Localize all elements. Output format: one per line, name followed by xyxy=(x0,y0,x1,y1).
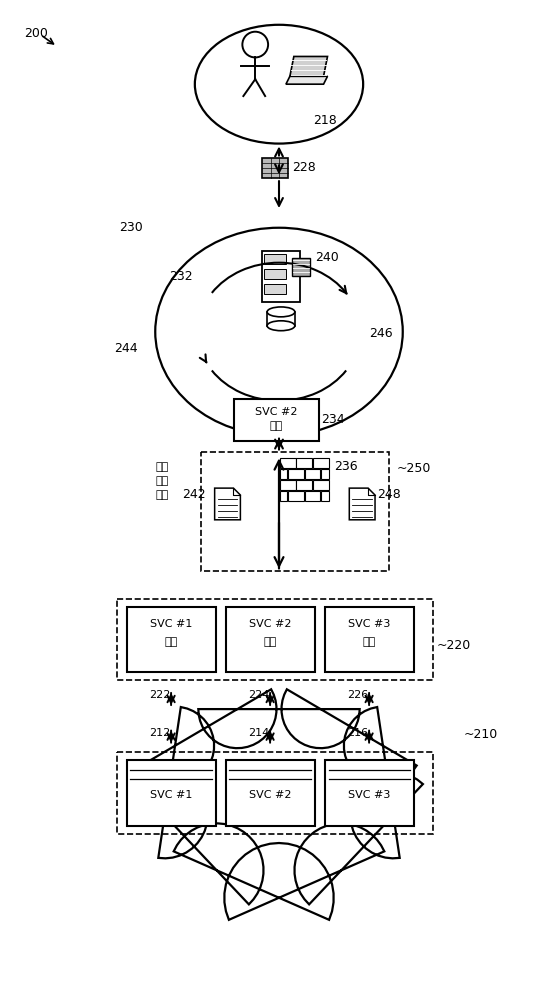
Bar xyxy=(117,752,434,834)
Text: 248: 248 xyxy=(377,488,401,501)
Bar xyxy=(117,599,434,680)
Text: 226: 226 xyxy=(347,690,369,700)
Text: SVC #2: SVC #2 xyxy=(249,619,291,629)
Bar xyxy=(264,284,286,294)
Bar xyxy=(325,760,413,826)
Text: 230: 230 xyxy=(119,221,143,234)
Text: 中继: 中继 xyxy=(270,421,283,431)
Bar xyxy=(313,458,329,468)
Text: 216: 216 xyxy=(347,728,368,738)
Bar xyxy=(296,458,312,468)
Bar xyxy=(321,491,329,501)
Bar xyxy=(288,469,304,479)
Bar xyxy=(280,491,287,501)
Text: 228: 228 xyxy=(292,161,316,174)
Text: ~220: ~220 xyxy=(436,639,470,652)
Polygon shape xyxy=(290,56,328,76)
Text: 中继: 中继 xyxy=(263,637,277,647)
Text: SVC #3: SVC #3 xyxy=(348,619,390,629)
Text: SVC #2: SVC #2 xyxy=(255,407,298,417)
Polygon shape xyxy=(135,689,423,920)
Text: 中继: 中继 xyxy=(363,637,376,647)
Bar xyxy=(201,452,389,571)
Text: 中继: 中继 xyxy=(165,637,177,647)
Bar xyxy=(262,158,288,178)
Text: ~210: ~210 xyxy=(463,728,497,741)
Ellipse shape xyxy=(267,307,295,317)
Text: 240: 240 xyxy=(315,251,338,264)
Bar xyxy=(127,760,215,826)
Text: 212: 212 xyxy=(150,728,171,738)
Bar xyxy=(292,258,310,276)
Text: SVC #3: SVC #3 xyxy=(348,790,390,800)
Bar xyxy=(325,607,413,672)
Text: SVC #2: SVC #2 xyxy=(249,790,291,800)
Polygon shape xyxy=(286,76,328,84)
Bar xyxy=(305,469,320,479)
Polygon shape xyxy=(215,488,240,520)
Text: 224: 224 xyxy=(248,690,270,700)
Bar xyxy=(305,491,320,501)
Text: 218: 218 xyxy=(312,114,336,127)
Text: SVC #1: SVC #1 xyxy=(150,619,193,629)
Text: 222: 222 xyxy=(150,690,171,700)
Bar xyxy=(262,251,300,302)
Bar xyxy=(264,269,286,279)
Text: 236: 236 xyxy=(334,460,358,473)
Text: 246: 246 xyxy=(369,327,393,340)
Bar xyxy=(321,469,329,479)
Text: SVC #1: SVC #1 xyxy=(150,790,193,800)
Bar xyxy=(296,480,312,490)
Bar xyxy=(313,480,329,490)
Bar xyxy=(280,469,287,479)
Bar xyxy=(280,480,296,490)
Bar xyxy=(288,491,304,501)
Text: 214: 214 xyxy=(248,728,270,738)
Bar xyxy=(280,458,296,468)
Bar xyxy=(225,607,315,672)
Bar xyxy=(127,607,215,672)
Bar xyxy=(234,399,319,441)
Text: 网络
控制
单元: 网络 控制 单元 xyxy=(156,462,169,500)
Bar xyxy=(264,254,286,264)
Polygon shape xyxy=(349,488,375,520)
Text: 242: 242 xyxy=(182,488,206,501)
Text: 232: 232 xyxy=(169,270,193,283)
Ellipse shape xyxy=(267,321,295,331)
Text: 234: 234 xyxy=(321,413,345,426)
Text: 244: 244 xyxy=(114,342,137,355)
Text: 200: 200 xyxy=(25,27,49,40)
Bar xyxy=(225,760,315,826)
Text: ~250: ~250 xyxy=(397,462,431,475)
